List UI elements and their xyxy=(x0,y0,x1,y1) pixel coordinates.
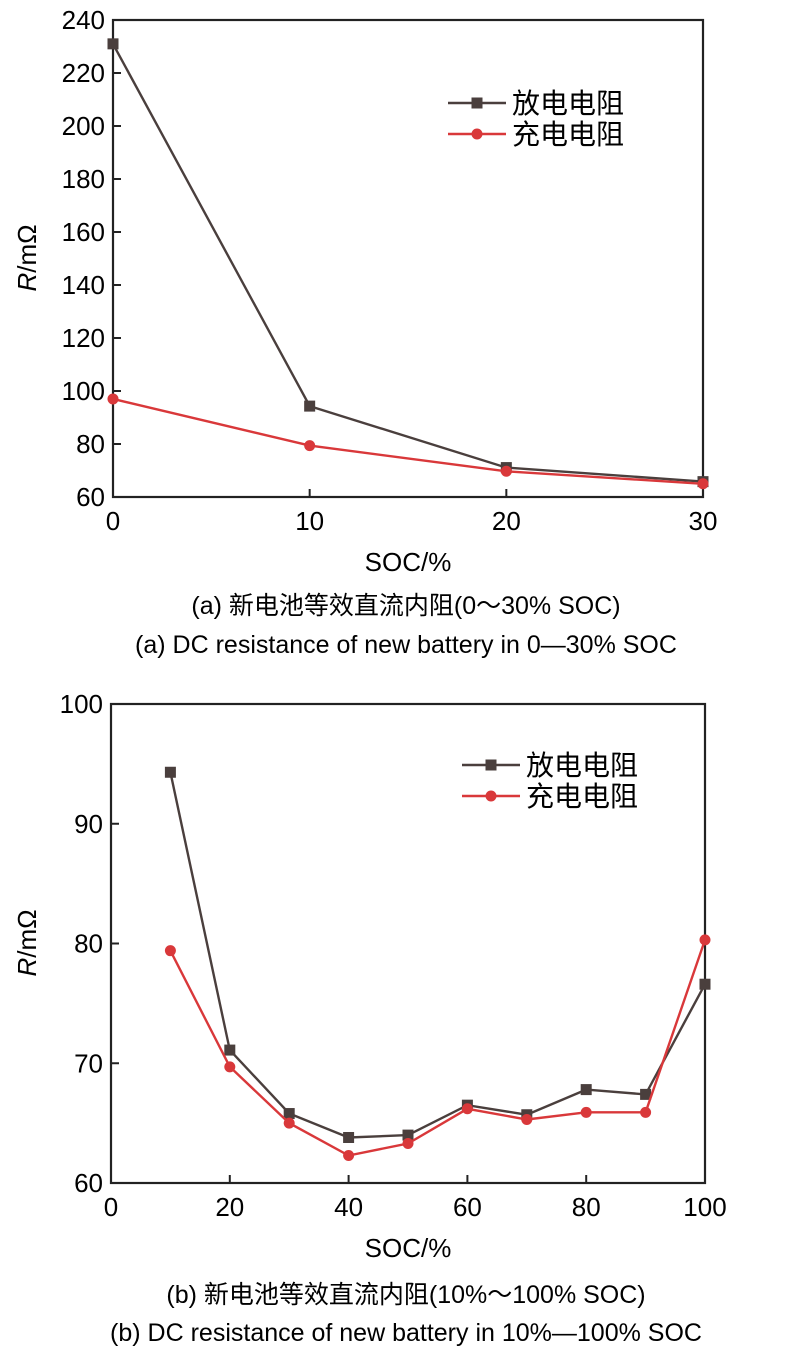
x-tick-label: 60 xyxy=(453,1192,482,1222)
data-point-discharge xyxy=(283,1108,295,1120)
y-tick-label: 180 xyxy=(62,164,105,194)
y-tick-label: 200 xyxy=(62,111,105,141)
x-tick-label: 0 xyxy=(104,1192,118,1222)
data-point-charge xyxy=(304,440,316,452)
x-tick-label: 40 xyxy=(334,1192,363,1222)
x-tick-label: 30 xyxy=(689,506,718,536)
series-line-discharge xyxy=(111,43,704,483)
data-point-charge xyxy=(164,945,176,957)
y-tick-label: 240 xyxy=(62,5,105,35)
legend-label: 充电电阻 xyxy=(526,780,638,813)
legend-label: 放电电阻 xyxy=(526,749,638,782)
y-tick-label: 120 xyxy=(62,323,105,353)
y-tick-label: 80 xyxy=(74,929,103,959)
data-point-discharge xyxy=(304,400,316,412)
y-tick-label: 160 xyxy=(62,217,105,247)
data-point-discharge xyxy=(402,1129,414,1141)
y-tick-label: 90 xyxy=(74,809,103,839)
data-point-discharge xyxy=(224,1044,236,1056)
x-tick-label: 0 xyxy=(106,506,120,536)
x-tick-label: 100 xyxy=(683,1192,726,1222)
caption-en-a: (a) DC resistance of new battery in 0—30… xyxy=(135,631,677,659)
data-point-discharge xyxy=(107,38,119,50)
data-point-charge xyxy=(283,1117,295,1129)
legend-marker-circle xyxy=(485,790,497,802)
x-tick-label: 20 xyxy=(492,506,521,536)
y-axis-label-b: R/mΩ xyxy=(12,909,42,976)
y-tick-label: 60 xyxy=(74,1168,103,1198)
data-point-discharge xyxy=(640,1088,652,1100)
y-tick-label: 100 xyxy=(62,376,105,406)
x-tick-label: 20 xyxy=(215,1192,244,1222)
data-point-charge xyxy=(699,934,711,946)
x-tick-label: 10 xyxy=(295,506,324,536)
legend-marker-square xyxy=(471,97,483,109)
data-point-discharge xyxy=(164,766,176,778)
data-point-charge xyxy=(402,1137,414,1149)
x-axis-label-b: SOC/% xyxy=(365,1233,452,1263)
data-point-charge xyxy=(461,1103,473,1115)
caption-cn-a: (a) 新电池等效直流内阻(0～30% SOC) xyxy=(191,592,620,620)
data-point-charge xyxy=(521,1114,533,1126)
chart-a: 0 10 20 30 60 80 100 120 140 160 180 200 220 240 放电电阻… xyxy=(12,5,717,659)
x-tick-label: 80 xyxy=(572,1192,601,1222)
data-point-charge xyxy=(580,1106,592,1118)
y-tick-label: 60 xyxy=(76,482,105,512)
y-tick-label: 220 xyxy=(62,58,105,88)
y-axis-label-a: R/mΩ xyxy=(12,224,42,291)
data-point-charge xyxy=(224,1061,236,1073)
caption-cn-b: (b) 新电池等效直流内阻(10%～100% SOC) xyxy=(166,1281,645,1309)
series-line-charge xyxy=(112,397,704,485)
legend-marker-square xyxy=(485,759,497,771)
y-tick-label: 100 xyxy=(60,689,103,719)
data-point-charge xyxy=(343,1149,355,1161)
legend-label: 放电电阻 xyxy=(512,87,624,120)
x-axis-label-a: SOC/% xyxy=(365,547,452,577)
legend-marker-circle xyxy=(471,128,483,140)
series-line-charge xyxy=(169,939,707,1157)
data-point-discharge xyxy=(699,978,711,990)
series-line-discharge xyxy=(169,772,707,1139)
y-tick-label: 140 xyxy=(62,270,105,300)
y-tick-label: 80 xyxy=(76,429,105,459)
data-point-charge xyxy=(500,465,512,477)
data-point-charge xyxy=(697,478,709,490)
data-point-discharge xyxy=(343,1131,355,1143)
y-tick-label: 70 xyxy=(74,1048,103,1078)
caption-en-b: (b) DC resistance of new battery in 10%—… xyxy=(110,1319,702,1347)
data-point-charge xyxy=(107,393,119,405)
plot-frame-a xyxy=(111,18,705,499)
data-point-discharge xyxy=(580,1084,592,1096)
legend-label: 充电电阻 xyxy=(512,118,624,151)
data-point-charge xyxy=(640,1106,652,1118)
